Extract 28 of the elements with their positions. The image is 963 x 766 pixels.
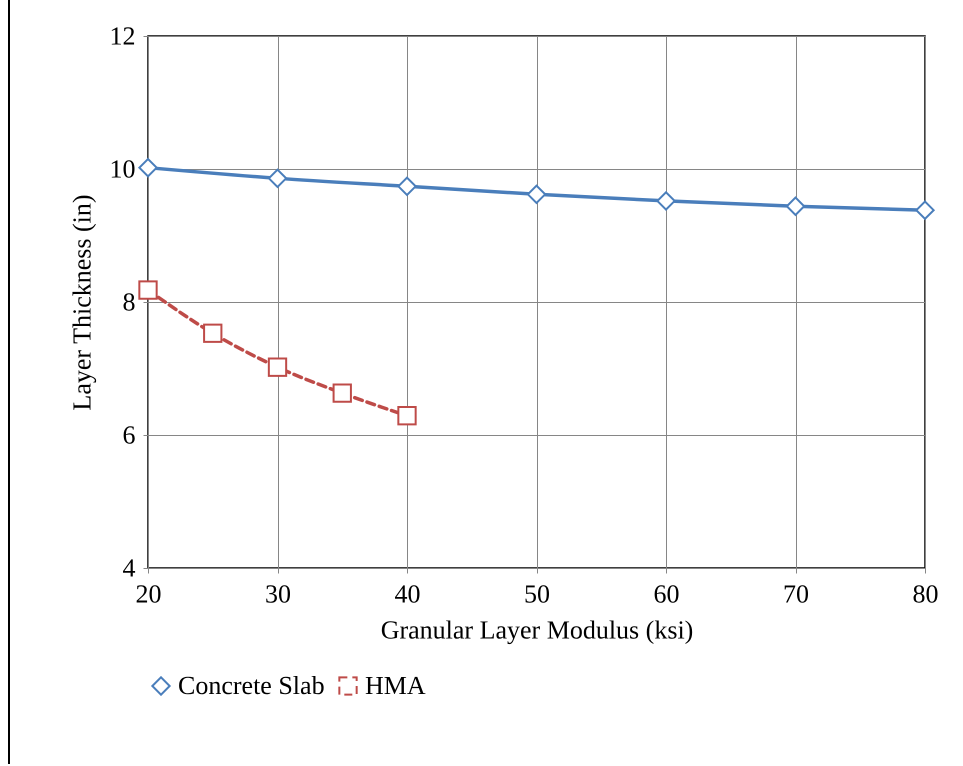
- y-tick-label: 10: [110, 154, 136, 184]
- y-axis-title: Layer Thickness (in): [68, 194, 96, 411]
- x-tick-label: 80: [912, 580, 938, 608]
- y-tick-label: 6: [122, 420, 136, 450]
- y-tick-label: 4: [122, 554, 136, 582]
- legend-label: Concrete Slab: [178, 671, 325, 700]
- x-axis-title: Granular Layer Modulus (ksi): [380, 616, 694, 644]
- point: [268, 358, 288, 377]
- point: [138, 158, 158, 178]
- legend-label: HMA: [365, 671, 426, 700]
- x-tick-label: 40: [394, 580, 420, 608]
- y-tick-label: 12: [110, 22, 136, 50]
- point: [138, 280, 158, 300]
- point: [203, 324, 222, 343]
- point: [915, 200, 935, 220]
- point: [332, 383, 352, 403]
- x-tick-label: 70: [783, 580, 809, 608]
- point: [397, 176, 417, 196]
- y-tick-label: 8: [122, 288, 136, 316]
- x-tick-label: 50: [524, 580, 550, 608]
- x-tick-label: 60: [654, 580, 680, 608]
- point: [526, 184, 546, 204]
- point: [268, 168, 288, 188]
- point: [656, 191, 676, 211]
- x-tick-label: 30: [265, 580, 291, 608]
- x-tick-label: 20: [136, 580, 162, 608]
- point: [397, 406, 417, 426]
- point: [786, 196, 806, 216]
